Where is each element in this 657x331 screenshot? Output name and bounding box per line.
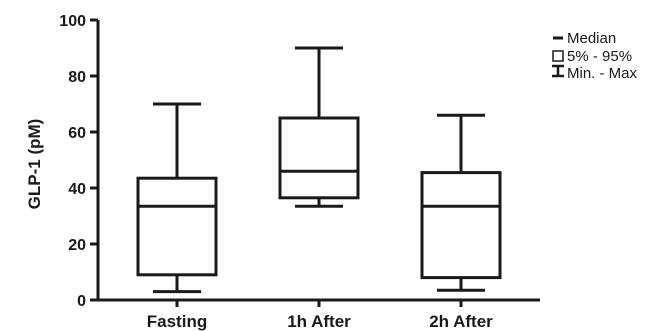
y-axis-title: GLP-1 (pM) <box>25 119 44 210</box>
x-tick-label: 1h After <box>287 312 351 331</box>
box-group-fasting <box>136 102 218 294</box>
y-tick-label: 100 <box>59 13 86 30</box>
box-plots <box>136 46 502 294</box>
y-tick-label: 80 <box>68 69 86 86</box>
iqr-box <box>136 176 218 277</box>
box-group-1h-after <box>278 46 360 208</box>
legend-median-label: Median <box>567 30 616 47</box>
y-tick-label: 20 <box>68 237 86 254</box>
iqr-box <box>278 116 360 200</box>
box-group-2h-after <box>420 113 502 292</box>
legend-box-marker <box>552 50 564 62</box>
iqr-box <box>420 171 502 280</box>
y-tick-label: 0 <box>77 293 86 310</box>
y-tick-label: 40 <box>68 181 86 198</box>
axes <box>90 18 540 307</box>
legend-box-label: 5% - 95% <box>567 48 632 65</box>
legend-whisker-label: Min. - Max <box>567 65 638 82</box>
y-tick-label: 60 <box>68 125 86 142</box>
x-tick-label: 2h After <box>429 312 493 331</box>
axis-labels: 0 20 40 60 80 100 Fasting 1h After 2h After GLP-1… <box>25 13 493 331</box>
x-tick-label: Fasting <box>147 312 207 331</box>
